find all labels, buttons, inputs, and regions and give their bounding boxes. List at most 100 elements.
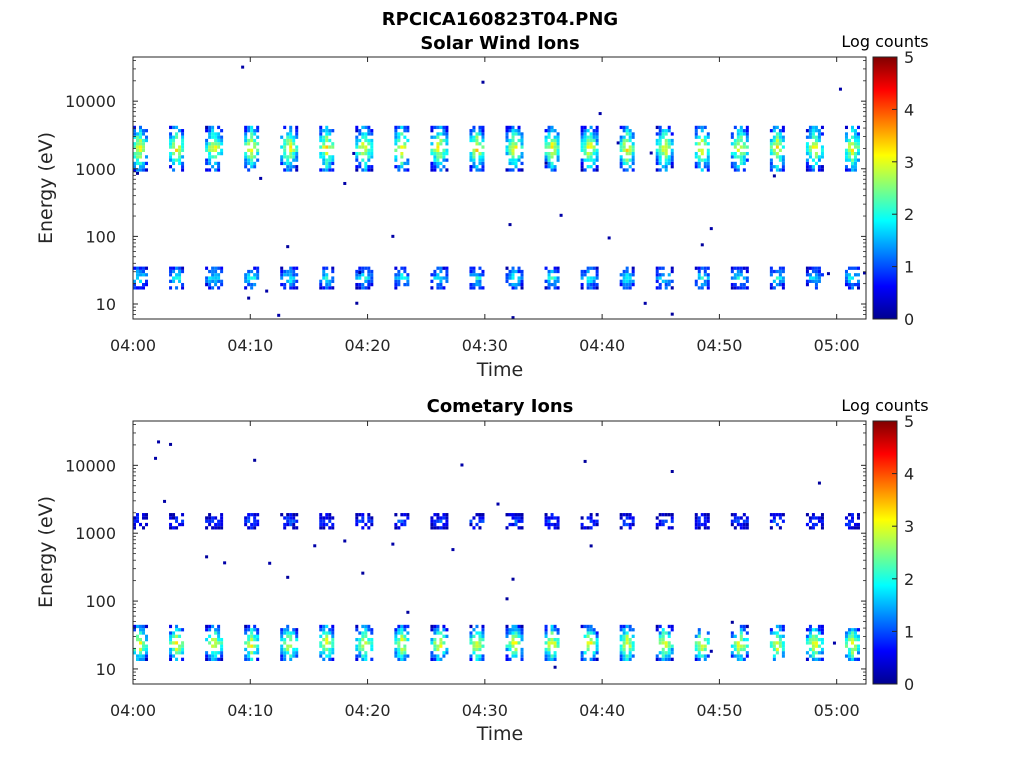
heatmap-cell	[772, 174, 776, 178]
heatmap-cell	[814, 279, 818, 283]
heatmap-cell	[289, 522, 293, 527]
heatmap-cell	[247, 279, 251, 283]
heatmap-cell	[547, 286, 551, 290]
y-tick-label: 1000	[75, 524, 116, 543]
heatmap-cell	[595, 522, 599, 527]
heatmap-cell	[442, 654, 446, 658]
heatmap-cell	[850, 276, 854, 280]
heatmap-cell	[445, 158, 449, 162]
heatmap-cell	[247, 519, 251, 523]
heatmap-cell	[370, 628, 374, 632]
heatmap-cell	[667, 624, 671, 629]
heatmap-cell	[205, 125, 209, 130]
heatmap-cell	[355, 513, 359, 517]
heatmap-cell	[589, 637, 593, 642]
heatmap-cell	[322, 161, 326, 166]
heatmap-cell	[445, 142, 449, 146]
heatmap-cell	[745, 286, 749, 290]
heatmap-cell	[142, 145, 146, 149]
heatmap-cell	[556, 526, 560, 530]
heatmap-cell	[178, 273, 182, 277]
heatmap-cell	[817, 138, 821, 143]
heatmap-cell	[403, 513, 407, 517]
heatmap-cell	[847, 282, 851, 287]
heatmap-cell	[631, 158, 635, 162]
heatmap-cell	[472, 516, 476, 520]
heatmap-cell	[244, 654, 248, 658]
heatmap-cell	[781, 161, 785, 166]
heatmap-cell	[850, 148, 854, 152]
heatmap-cell	[811, 269, 815, 274]
heatmap-cell	[556, 276, 560, 280]
heatmap-cell	[208, 148, 212, 152]
heatmap-cell	[553, 168, 557, 172]
heatmap-cell	[625, 129, 629, 133]
heatmap-cell	[208, 155, 212, 159]
heatmap-cell	[856, 151, 860, 156]
heatmap-cell	[769, 269, 773, 274]
heatmap-cell	[331, 631, 335, 635]
heatmap-cell	[625, 168, 629, 172]
heatmap-cell	[853, 644, 857, 648]
heatmap-cell	[283, 286, 287, 290]
heatmap-cell	[328, 631, 332, 635]
heatmap-cell	[853, 138, 857, 143]
heatmap-cell	[445, 276, 449, 280]
heatmap-cell	[400, 519, 404, 523]
heatmap-cell	[511, 513, 515, 517]
heatmap-cell	[397, 273, 401, 277]
heatmap-cell	[811, 647, 815, 652]
heatmap-cell	[355, 269, 359, 274]
heatmap-cell	[586, 155, 590, 159]
heatmap-cell	[286, 168, 290, 172]
heatmap-cell	[622, 651, 626, 655]
heatmap-cell	[211, 624, 215, 629]
heatmap-cell	[205, 628, 209, 632]
heatmap-cell	[289, 282, 293, 287]
heatmap-cell	[670, 132, 674, 136]
heatmap-cell	[322, 145, 326, 149]
heatmap-cell	[289, 644, 293, 648]
heatmap-cell	[205, 168, 209, 172]
heatmap-cell	[280, 155, 284, 159]
heatmap-cell	[853, 135, 857, 139]
heatmap-cell	[508, 168, 512, 172]
heatmap-cell	[508, 273, 512, 277]
heatmap-cell	[469, 286, 473, 290]
heatmap-cell	[694, 647, 698, 652]
heatmap-cell	[856, 513, 860, 517]
heatmap-cell	[319, 138, 323, 143]
heatmap-cell	[511, 628, 515, 632]
heatmap-cell	[436, 125, 440, 130]
heatmap-cell	[850, 161, 854, 166]
heatmap-cell	[133, 519, 136, 523]
heatmap-cell	[172, 526, 176, 530]
heatmap-cell	[169, 138, 173, 143]
heatmap-cell	[589, 641, 593, 645]
heatmap-cell	[514, 161, 518, 166]
heatmap-cell	[853, 158, 857, 162]
heatmap-cell	[403, 269, 407, 274]
heatmap-cell	[433, 657, 437, 661]
heatmap-cell	[814, 273, 818, 277]
heatmap-cell	[205, 637, 209, 642]
heatmap-cell	[358, 276, 362, 280]
heatmap-cell	[133, 145, 136, 149]
heatmap-cell	[481, 132, 485, 136]
heatmap-cell	[580, 145, 584, 149]
heatmap-cell	[295, 279, 299, 283]
heatmap-cell	[403, 644, 407, 648]
heatmap-cell	[364, 522, 368, 527]
heatmap-cell	[439, 161, 443, 166]
heatmap-cell	[367, 641, 371, 645]
heatmap-cell	[736, 135, 740, 139]
heatmap-cell	[172, 151, 176, 156]
heatmap-cell	[769, 165, 773, 169]
heatmap-cell	[700, 522, 704, 527]
heatmap-cell	[739, 125, 743, 130]
heatmap-cell	[694, 279, 698, 283]
heatmap-cell	[217, 519, 221, 523]
heatmap-cell	[514, 129, 518, 133]
heatmap-cell	[283, 522, 287, 527]
heatmap-cell	[394, 286, 398, 290]
